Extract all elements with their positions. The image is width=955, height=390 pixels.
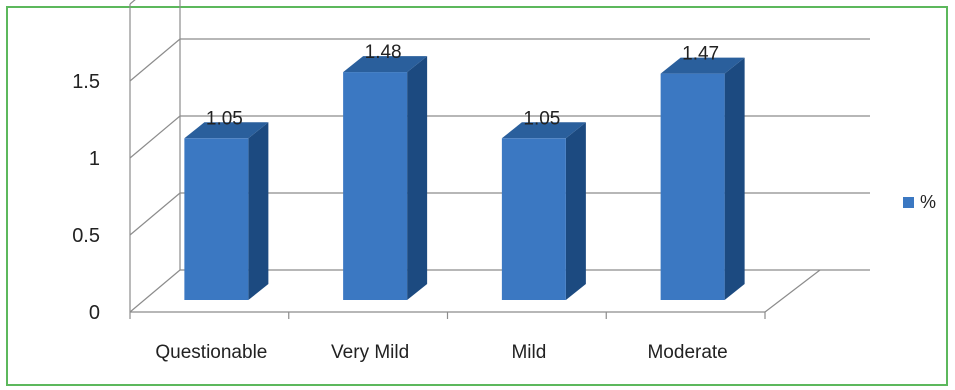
bar-side-face	[407, 56, 428, 300]
floor-right-edge	[764, 269, 821, 313]
bar	[184, 138, 249, 300]
bar-side-face	[248, 122, 269, 300]
legend: %	[903, 192, 936, 212]
legend-swatch	[903, 197, 914, 208]
gridline-depth	[129, 38, 181, 82]
data-label: 1.05	[523, 108, 560, 129]
y-tick-label: 0	[89, 302, 100, 324]
y-tick-label: 0.5	[72, 225, 100, 247]
x-tick-label: Questionable	[155, 342, 267, 363]
bar-side-face	[724, 57, 745, 301]
chart-grid	[129, 0, 870, 319]
gridline-depth	[129, 192, 181, 236]
bar-series	[184, 56, 745, 301]
chart-labels: 0 0.5 1 1.5 1.05 Questionable 1.48 Very Mild 1.0…	[72, 42, 728, 363]
bar-top-face	[343, 56, 428, 73]
bar-side-face	[565, 122, 586, 300]
bar-top-face	[184, 122, 269, 139]
legend-label: %	[920, 192, 936, 212]
gridline-depth	[129, 0, 136, 5]
x-tick-label: Mild	[511, 342, 546, 363]
x-tick-label: Very Mild	[331, 342, 409, 363]
y-tick-label: 1.5	[72, 71, 100, 93]
bar	[660, 73, 725, 301]
data-label: 1.47	[682, 44, 719, 65]
bar-top-face	[501, 122, 586, 139]
data-label: 1.48	[365, 42, 402, 63]
gridline-depth	[129, 115, 181, 159]
chart-frame	[6, 6, 948, 386]
bar	[343, 72, 408, 300]
gridline-depth	[129, 269, 181, 313]
bar	[501, 138, 566, 300]
x-tick-label: Moderate	[647, 342, 727, 363]
data-label: 1.05	[206, 108, 243, 129]
y-tick-label: 1	[89, 148, 100, 170]
bar-top-face	[660, 57, 745, 74]
